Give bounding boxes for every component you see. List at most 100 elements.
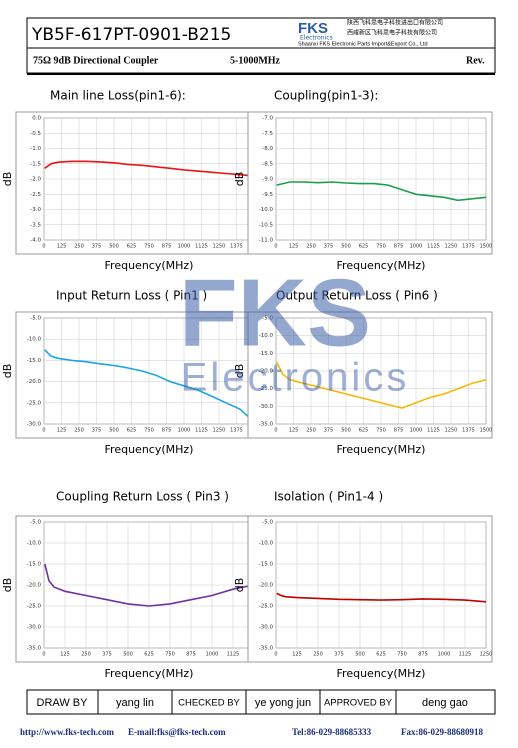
chart-title: Main line Loss(pin1-6): [50, 89, 186, 103]
y-tick-label: -10.5 [259, 222, 274, 228]
y-tick-label: -30.0 [27, 422, 42, 428]
y-tick-label: -5.0 [30, 316, 41, 322]
company-cn-2: 西咸新区飞科思电子科技有限公司 [347, 29, 437, 37]
x-tick-label: 1000 [178, 428, 191, 434]
footer-email: E-mail:fks@fks-tech.com [128, 727, 226, 737]
x-tick-label: 875 [418, 652, 428, 658]
x-tick-label: 375 [92, 428, 102, 434]
x-tick-label: 1125 [427, 428, 440, 434]
x-tick-label: 250 [313, 652, 323, 658]
x-tick-label: 1000 [206, 652, 219, 658]
y-tick-label: -15.0 [27, 358, 42, 364]
x-tick-label: 375 [334, 652, 344, 658]
x-tick-label: 375 [324, 244, 334, 250]
x-tick-label: 375 [102, 652, 112, 658]
data-line [275, 361, 487, 409]
checked-name: ye yong jun [255, 697, 311, 709]
y-tick-label: -10.0 [27, 337, 42, 343]
table-frame [26, 689, 496, 715]
y-tick-label: -15.0 [259, 351, 274, 357]
x-tick-label: 500 [109, 244, 119, 250]
y-tick-label: -9.0 [262, 177, 273, 183]
y-tick-label: -20.0 [27, 583, 42, 589]
y-tick-label: -2.0 [30, 177, 41, 183]
charts: Main line Loss(pin1-6): Frequency(MHz) dB 0… [1, 89, 493, 680]
y-axis-label: dB [1, 364, 14, 379]
x-tick-label: 1375 [230, 428, 243, 434]
x-tick-label: 875 [162, 244, 172, 250]
y-tick-label: -11.0 [259, 238, 274, 244]
y-tick-label: -20.0 [259, 369, 274, 375]
x-axis-label: Frequency(MHz) [337, 667, 426, 680]
y-tick-label: -30.0 [259, 404, 274, 410]
y-tick-label: -2.5 [30, 192, 41, 198]
x-axis-label: Frequency(MHz) [337, 259, 426, 272]
x-tick-label: 750 [376, 244, 386, 250]
x-tick-label: 750 [397, 652, 407, 658]
x-axis-label: Frequency(MHz) [105, 259, 194, 272]
x-tick-label: 625 [359, 428, 369, 434]
x-tick-label: 125 [292, 652, 302, 658]
y-tick-label: -3.5 [30, 222, 41, 228]
logo-main: FKS [298, 20, 328, 37]
y-tick-label: -10.0 [259, 541, 274, 547]
x-tick-label: 625 [376, 652, 386, 658]
data-line [276, 592, 487, 603]
x-tick-label: 250 [74, 244, 84, 250]
x-tick-label: 1375 [230, 244, 243, 250]
x-tick-label: 1375 [462, 244, 475, 250]
x-tick-label: 625 [359, 244, 369, 250]
data-line [44, 160, 255, 177]
chart-title: Input Return Loss ( Pin1 ) [56, 289, 207, 303]
checked-label: CHECKED BY [178, 698, 240, 709]
y-tick-label: -10.0 [259, 333, 274, 339]
x-tick-label: 1250 [213, 428, 226, 434]
y-tick-label: -35.0 [27, 646, 42, 652]
chart-title: Coupling(pin1-3): [274, 89, 378, 103]
x-tick-label: 1250 [213, 244, 226, 250]
company-en: Shaanxi FKS Electronic Parts Import&Expo… [298, 41, 428, 47]
y-tick-label: -25.0 [259, 604, 274, 610]
x-tick-label: 1250 [480, 652, 493, 658]
x-tick-label: 1125 [195, 244, 208, 250]
y-axis-label: dB [1, 172, 14, 187]
x-tick-label: 1000 [410, 244, 423, 250]
x-axis-label: Frequency(MHz) [337, 443, 426, 456]
y-tick-label: -4.0 [30, 238, 41, 244]
x-tick-label: 0 [42, 652, 45, 658]
x-tick-label: 1500 [480, 428, 493, 434]
y-tick-label: -10.0 [27, 541, 42, 547]
y-tick-label: -1.5 [30, 161, 41, 167]
y-tick-label: -5.0 [30, 520, 41, 526]
x-tick-label: 1000 [438, 652, 451, 658]
x-tick-label: 1000 [410, 428, 423, 434]
x-tick-label: 125 [57, 428, 67, 434]
y-tick-label: -35.0 [259, 646, 274, 652]
y-axis-label: dB [233, 578, 246, 593]
rev: Rev. [466, 55, 485, 66]
y-axis-label: dB [233, 172, 246, 187]
x-tick-label: 250 [74, 428, 84, 434]
x-tick-label: 500 [341, 428, 351, 434]
x-tick-label: 250 [306, 428, 316, 434]
y-tick-label: -30.0 [27, 625, 42, 631]
y-tick-label: -25.0 [27, 400, 42, 406]
x-tick-label: 875 [162, 428, 172, 434]
y-tick-label: -25.0 [27, 604, 42, 610]
approved-name: deng gao [422, 697, 468, 709]
x-tick-label: 125 [289, 244, 299, 250]
y-tick-label: -8.0 [262, 146, 273, 152]
signature-table: DRAW BY yang lin CHECKED BY ye yong jun … [26, 689, 496, 715]
x-tick-label: 625 [127, 428, 137, 434]
x-tick-label: 500 [123, 652, 133, 658]
y-tick-label: -0.5 [30, 131, 41, 137]
y-tick-label: 0.0 [32, 116, 41, 122]
x-tick-label: 0 [274, 652, 277, 658]
x-tick-label: 0 [42, 244, 45, 250]
y-tick-label: -20.0 [259, 583, 274, 589]
watermark-main: FKS [179, 259, 371, 366]
x-tick-label: 125 [289, 428, 299, 434]
x-tick-label: 500 [109, 428, 119, 434]
x-tick-label: 125 [57, 244, 67, 250]
